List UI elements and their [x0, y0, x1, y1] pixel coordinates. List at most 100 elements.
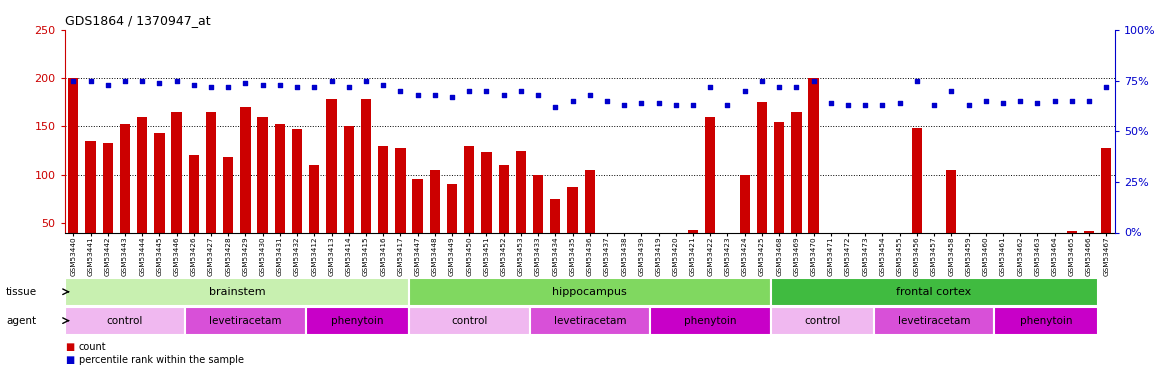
Point [667, 102, 686, 108]
Bar [670, 232, 681, 252]
Point [529, 92, 548, 98]
Point [770, 84, 789, 90]
Bar [911, 128, 922, 232]
Bar [981, 232, 991, 245]
Bar [377, 146, 388, 232]
Point [546, 104, 564, 110]
Point [426, 92, 445, 98]
Point [442, 94, 461, 100]
Point [649, 100, 668, 106]
Point [580, 92, 599, 98]
Bar [275, 123, 285, 232]
Text: levetiracetam: levetiracetam [554, 316, 626, 326]
Bar [292, 129, 302, 232]
Text: count: count [79, 342, 106, 352]
Bar [499, 165, 509, 232]
Point [994, 100, 1013, 106]
Point [167, 78, 186, 84]
Point [960, 102, 978, 108]
Text: brainstem: brainstem [208, 287, 265, 297]
Bar [465, 146, 474, 232]
Bar [102, 143, 113, 232]
Point [1045, 98, 1064, 104]
Point [753, 78, 771, 84]
Point [219, 84, 238, 90]
Text: ■: ■ [65, 342, 74, 352]
Point [81, 78, 100, 84]
Bar [877, 232, 888, 254]
Point [477, 88, 496, 94]
Text: phenytoin: phenytoin [332, 316, 383, 326]
Bar [361, 99, 372, 232]
Bar [1084, 231, 1094, 232]
Text: frontal cortex: frontal cortex [896, 287, 971, 297]
Bar [808, 78, 818, 232]
Bar [650, 307, 770, 334]
Bar [584, 170, 595, 232]
Point [64, 78, 82, 84]
Point [701, 84, 720, 90]
Bar [995, 307, 1097, 334]
Bar [740, 175, 750, 232]
Point [185, 82, 203, 88]
Bar [895, 232, 904, 252]
Bar [481, 152, 492, 232]
Bar [1049, 232, 1060, 254]
Bar [258, 117, 268, 232]
Point [340, 84, 359, 90]
Point [615, 102, 634, 108]
Bar [240, 107, 250, 232]
Point [305, 84, 323, 90]
Point [288, 84, 307, 90]
Bar [550, 199, 561, 232]
Text: tissue: tissue [6, 287, 36, 297]
Bar [1033, 232, 1043, 254]
Bar [172, 112, 182, 232]
Bar [120, 124, 131, 232]
Point [201, 84, 220, 90]
Bar [309, 165, 320, 232]
Text: control: control [107, 316, 143, 326]
Point [632, 100, 650, 106]
Point [804, 78, 823, 84]
Point [856, 102, 875, 108]
Bar [706, 117, 715, 232]
Bar [1067, 231, 1077, 232]
Bar [757, 102, 767, 232]
Text: hippocampus: hippocampus [553, 287, 627, 297]
Bar [65, 307, 185, 334]
Point [460, 88, 479, 94]
Bar [86, 141, 95, 232]
Point [1062, 98, 1081, 104]
Bar [529, 307, 650, 334]
Bar [826, 232, 836, 252]
Bar [791, 112, 802, 232]
Text: levetiracetam: levetiracetam [897, 316, 970, 326]
Point [1010, 98, 1029, 104]
Bar [874, 307, 995, 334]
Bar [409, 307, 529, 334]
Bar [774, 122, 784, 232]
Point [115, 78, 134, 84]
Point [494, 92, 513, 98]
Bar [567, 187, 577, 232]
Bar [136, 117, 147, 232]
Bar [327, 99, 336, 232]
Bar [395, 148, 406, 232]
Point [133, 78, 152, 84]
Point [924, 102, 943, 108]
Point [683, 102, 702, 108]
Bar [1015, 232, 1025, 252]
Point [151, 80, 169, 86]
Bar [185, 307, 306, 334]
Bar [722, 232, 733, 234]
Point [787, 84, 806, 90]
Point [735, 88, 754, 94]
Text: phenytoin: phenytoin [1020, 316, 1073, 326]
Point [99, 82, 118, 88]
Bar [860, 232, 870, 252]
Point [838, 102, 857, 108]
Point [253, 82, 272, 88]
Bar [533, 175, 543, 232]
Bar [343, 126, 354, 232]
